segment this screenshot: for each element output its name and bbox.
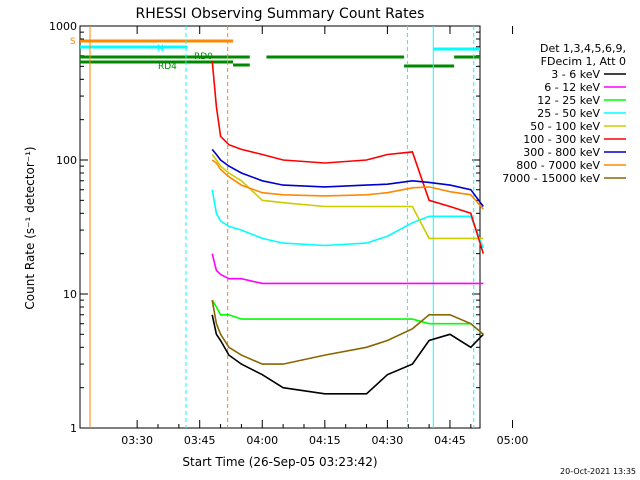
state-bars: S N RD0 RD4 [70, 26, 480, 428]
plot-area: 1 10 100 1000 03:30 03:45 04:00 04:15 04:30 04:4… [49, 20, 528, 447]
x-axis-label: Start Time (26-Sep-05 03:23:42) [182, 455, 377, 469]
plot-frame [79, 25, 481, 429]
x-tick-label: 03:45 [184, 434, 216, 447]
state-label-rd0: RD0 [194, 52, 213, 62]
series-line [211, 253, 484, 285]
chart-title: RHESSI Observing Summary Count Rates [136, 6, 425, 22]
x-tick-label: 04:45 [434, 434, 466, 447]
series-line [211, 189, 485, 249]
y-axis: 1 10 100 1000 [49, 20, 480, 435]
legend-label: 800 - 7000 keV [516, 159, 600, 172]
y-tick-label: 1000 [49, 20, 77, 33]
y-tick-label: 1 [70, 422, 77, 435]
x-tick-label: 05:00 [497, 434, 529, 447]
legend: Det 1,3,4,5,6,9, FDecim 1, Att 0 3 - 6 k… [502, 42, 626, 185]
x-axis: 03:30 03:45 04:00 04:15 04:30 04:45 05:00 [121, 26, 528, 447]
x-tick-label: 03:30 [121, 434, 153, 447]
series-lines [211, 60, 485, 395]
y-axis-label: Count Rate (s⁻¹ detector⁻¹) [23, 146, 37, 309]
x-tick-label: 04:00 [246, 434, 278, 447]
series-line [211, 148, 484, 207]
legend-header-1: Det 1,3,4,5,6,9, [540, 42, 626, 55]
legend-label: 7000 - 15000 keV [502, 172, 600, 185]
state-label-n: N [157, 44, 164, 54]
legend-label: 3 - 6 keV [551, 68, 600, 81]
series-line [211, 299, 484, 335]
footer-date: 20-Oct-2021 13:35 [560, 467, 636, 476]
legend-label: 300 - 800 keV [523, 146, 600, 159]
legend-label: 25 - 50 keV [537, 107, 600, 120]
series-line [211, 60, 485, 254]
x-tick-label: 04:15 [309, 434, 341, 447]
series-line [211, 314, 484, 395]
legend-label: 100 - 300 keV [523, 133, 600, 146]
y-tick-label: 10 [63, 288, 77, 301]
series-line [211, 154, 484, 240]
state-label-s: S [70, 37, 76, 47]
x-tick-label: 04:30 [372, 434, 404, 447]
legend-label: 12 - 25 keV [537, 94, 600, 107]
state-label-rd4: RD4 [158, 62, 177, 72]
legend-header-2: FDecim 1, Att 0 [541, 55, 626, 68]
legend-label: 50 - 100 keV [530, 120, 600, 133]
legend-label: 6 - 12 keV [544, 81, 600, 94]
y-tick-label: 100 [56, 154, 77, 167]
series-line [211, 159, 484, 210]
series-line [211, 299, 484, 365]
